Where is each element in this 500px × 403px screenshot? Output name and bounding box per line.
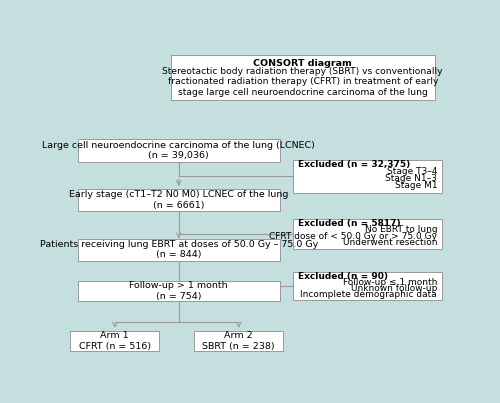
Text: Large cell neuroendocrine carcinoma of the lung (LCNEC)
(n = 39,036): Large cell neuroendocrine carcinoma of t… [42,141,315,160]
FancyBboxPatch shape [171,54,434,100]
Text: Stage M1: Stage M1 [394,181,437,191]
FancyBboxPatch shape [70,331,160,351]
Text: Follow-up > 1 month
(n = 754): Follow-up > 1 month (n = 754) [130,281,228,301]
Text: CONSORT diagram: CONSORT diagram [254,59,352,68]
FancyBboxPatch shape [78,139,280,162]
Text: Incomplete demographic data: Incomplete demographic data [300,290,437,299]
FancyBboxPatch shape [78,239,280,261]
FancyBboxPatch shape [293,160,442,193]
FancyBboxPatch shape [293,272,442,300]
Text: Underwent resection: Underwent resection [342,238,437,247]
FancyBboxPatch shape [194,331,284,351]
Text: No EBRT to lung: No EBRT to lung [364,225,437,234]
Text: Early stage (cT1–T2 N0 M0) LCNEC of the lung
(n = 6661): Early stage (cT1–T2 N0 M0) LCNEC of the … [69,190,288,210]
Text: Stage T3–4: Stage T3–4 [387,167,437,176]
Text: Arm 1
CFRT (n = 516): Arm 1 CFRT (n = 516) [79,331,151,351]
Text: Stage N1–3: Stage N1–3 [386,174,437,183]
Text: Excluded (n = 5817): Excluded (n = 5817) [298,219,400,228]
Text: Stereotactic body radiation therapy (SBRT) vs conventionally
fractionated radiat: Stereotactic body radiation therapy (SBR… [162,67,443,97]
FancyBboxPatch shape [78,281,280,301]
Text: Unknown follow-up: Unknown follow-up [351,284,437,293]
Text: Arm 2
SBRT (n = 238): Arm 2 SBRT (n = 238) [202,331,275,351]
FancyBboxPatch shape [78,189,280,211]
Text: CFRT dose of < 50.0 Gy or > 75.0 Gy: CFRT dose of < 50.0 Gy or > 75.0 Gy [269,231,437,241]
Text: Excluded (n = 90): Excluded (n = 90) [298,272,388,281]
Text: Excluded (n = 32,375): Excluded (n = 32,375) [298,160,410,169]
FancyBboxPatch shape [293,219,442,249]
Text: Follow-up ≤ 1 month: Follow-up ≤ 1 month [343,278,437,287]
Text: Patients receiving lung EBRT at doses of 50.0 Gy – 75.0 Gy
(n = 844): Patients receiving lung EBRT at doses of… [40,240,318,260]
